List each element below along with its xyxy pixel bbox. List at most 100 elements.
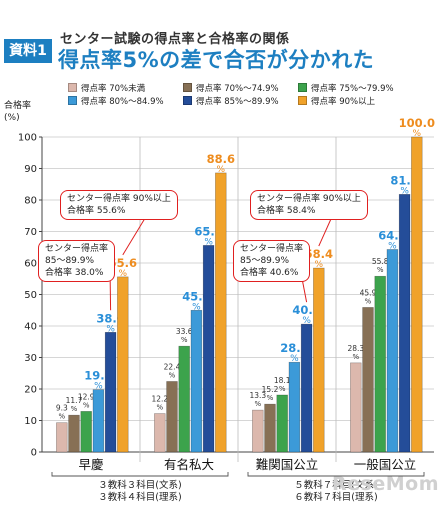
y-tick-label-90: 90 xyxy=(24,164,37,175)
bar-s4-c1 xyxy=(92,389,105,453)
data-label-s2-c2: 22.4 xyxy=(164,362,181,371)
legend-item-3: 得点率 75%～79.9% xyxy=(298,83,394,94)
header: 資料1 センター試験の得点率と合格率の関係 得点率5%の差で合否が分かれた xyxy=(0,0,447,96)
data-label-pct-s3-c3: % xyxy=(279,385,286,393)
bar-s2-c1 xyxy=(68,414,80,453)
x-category-label-4: 一般国公立 xyxy=(354,457,417,472)
legend-item-2: 得点率 70%～74.9% xyxy=(183,83,279,94)
bar-s5-c4 xyxy=(398,194,411,453)
bar-s6-c3 xyxy=(313,267,325,453)
group-bracket-1 xyxy=(51,472,229,477)
bar-s3-c4 xyxy=(374,275,386,453)
data-label-pct-s2-c1: % xyxy=(71,405,78,413)
y-tick-label-40: 40 xyxy=(24,322,37,333)
data-label-pct-s6-c1: % xyxy=(119,269,128,279)
data-label-pct-s5-c3: % xyxy=(302,316,311,326)
legend-swatch-5 xyxy=(183,96,192,105)
legend-label-2: 得点率 70%～74.9% xyxy=(196,84,279,94)
data-label-s2-c4: 45.9 xyxy=(360,288,377,297)
document-badge: 資料1 xyxy=(4,39,52,63)
legend-item-1: 得点率 70%未満 xyxy=(68,83,145,94)
bar-s5-c3 xyxy=(300,323,313,453)
bar-s5-c1 xyxy=(104,331,117,453)
y-tick-label-100: 100 xyxy=(18,133,37,144)
y-tick-label-70: 70 xyxy=(24,227,37,238)
data-label-pct-s4-c4: % xyxy=(388,241,397,251)
data-label-s3-c1: 12.9 xyxy=(78,392,95,401)
data-label-pct-s5-c4: % xyxy=(400,186,409,196)
data-label-s1-c4: 28.3 xyxy=(347,344,364,353)
bar-s6-c2 xyxy=(215,172,227,453)
data-label-pct-s5-c1: % xyxy=(106,324,115,334)
data-label-pct-s3-c4: % xyxy=(377,266,384,274)
legend-swatch-3 xyxy=(298,83,307,92)
legend-label-6: 得点率 90%以上 xyxy=(311,97,376,107)
x-category-label-2: 有名私大 xyxy=(164,457,214,472)
data-label-pct-s2-c4: % xyxy=(365,297,372,305)
group-subtitle-1-2: ３教科４科目(理系) xyxy=(98,491,181,503)
group-bracket-2 xyxy=(247,472,425,477)
data-label-s6-c3: 58.4 xyxy=(305,247,333,261)
legend-item-4: 得点率 80%～84.9% xyxy=(68,96,164,107)
group-subtitle-2-2: ６教科７科目(理系) xyxy=(294,491,377,503)
data-label-pct-s2-c2: % xyxy=(169,371,176,379)
y-tick-label-30: 30 xyxy=(24,353,37,364)
legend-label-3: 得点率 75%～79.9% xyxy=(311,84,394,94)
bar-s5-c2 xyxy=(202,245,215,453)
bar-s4-c2 xyxy=(190,309,203,453)
bar-s6-c4 xyxy=(411,136,423,453)
legend-swatch-4 xyxy=(68,96,77,105)
data-label-pct-s2-c3: % xyxy=(267,394,274,402)
data-label-s3-c3: 18.1 xyxy=(274,376,291,385)
data-label-pct-s6-c4: % xyxy=(413,129,422,139)
legend-item-5: 得点率 85%～89.9% xyxy=(183,96,279,107)
data-label-pct-s5-c2: % xyxy=(204,237,213,247)
data-label-pct-s1-c2: % xyxy=(156,404,163,412)
data-label-s3-c4: 55.8 xyxy=(372,257,389,266)
legend-label-1: 得点率 70%未満 xyxy=(81,84,146,94)
data-label-pct-s6-c2: % xyxy=(217,165,226,175)
callout-nankan-90: センター得点率 90%以上 合格率 58.4% xyxy=(250,190,368,220)
data-label-pct-s1-c3: % xyxy=(254,400,261,408)
callout-nankan-85: センター得点率 85～89.9% 合格率 40.6% xyxy=(233,240,311,282)
data-label-pct-s4-c1: % xyxy=(94,382,103,392)
data-label-s3-c2: 33.6 xyxy=(176,327,193,336)
bar-s1-c4 xyxy=(350,362,362,453)
data-label-pct-s4-c3: % xyxy=(290,354,299,364)
group-subtitle-2-1: ５教科７科目(文系) xyxy=(294,479,377,491)
bar-s4-c4 xyxy=(386,249,399,453)
group-subtitle-1-1: ３教科３科目(文系) xyxy=(98,479,181,491)
chart-supertitle: センター試験の得点率と合格率の関係 xyxy=(60,32,290,47)
data-label-s2-c1: 11.7 xyxy=(66,396,83,405)
legend-swatch-6 xyxy=(298,96,307,105)
callout-wakei-90: センター得点率 90%以上 合格率 55.6% xyxy=(60,190,178,220)
bar-s2-c4 xyxy=(362,307,374,453)
y-tick-label-0: 0 xyxy=(31,448,37,459)
bar-s2-c2 xyxy=(166,381,178,453)
data-label-pct-s6-c3: % xyxy=(315,260,324,270)
data-label-s2-c3: 15.2 xyxy=(262,385,279,394)
legend-swatch-2 xyxy=(183,83,192,92)
bar-s3-c1 xyxy=(80,411,92,453)
data-label-s1-c3: 13.3 xyxy=(249,391,266,400)
y-tick-label-50: 50 xyxy=(24,290,37,301)
bar-s3-c3 xyxy=(276,394,288,453)
watermark-logo: ReseMom xyxy=(332,473,439,495)
y-axis-label-line1: 合格率 xyxy=(4,101,32,111)
chart-title: 得点率5%の差で合否が分かれた xyxy=(58,48,375,72)
y-tick-label-60: 60 xyxy=(24,259,37,270)
bar-s4-c3 xyxy=(288,361,301,453)
data-label-s6-c2: 88.6 xyxy=(207,152,235,166)
bar-s6-c1 xyxy=(117,276,129,453)
callout-wakei-85: センター得点率 85～89.9% 合格率 38.0% xyxy=(38,240,116,282)
data-label-s1-c2: 12.2 xyxy=(151,395,168,404)
y-axis-label-line2: (%) xyxy=(4,113,20,123)
legend-label-5: 得点率 85%～89.9% xyxy=(196,97,279,107)
legend-swatch-1 xyxy=(68,83,77,92)
data-label-pct-s3-c2: % xyxy=(181,336,188,344)
y-tick-label-80: 80 xyxy=(24,196,37,207)
legend-item-6: 得点率 90%以上 xyxy=(298,96,375,107)
data-label-pct-s3-c1: % xyxy=(83,401,90,409)
data-label-pct-s4-c2: % xyxy=(192,302,201,312)
